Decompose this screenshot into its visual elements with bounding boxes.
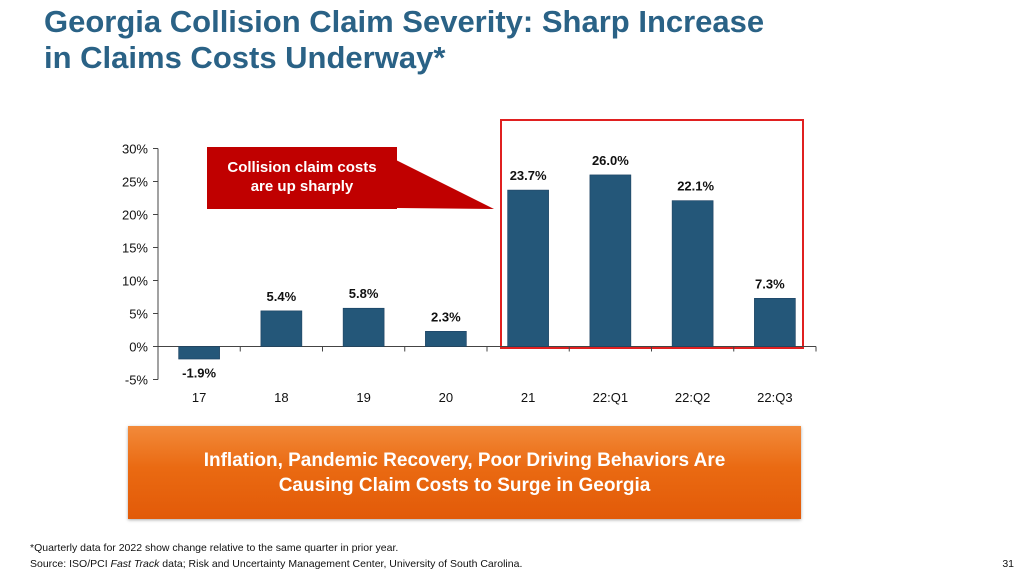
x-tick-label: 18: [274, 390, 288, 405]
callout-line-2: are up sharply: [250, 178, 354, 195]
data-label: 5.4%: [267, 289, 297, 304]
data-label: 2.3%: [431, 309, 461, 324]
x-tick-label: 22:Q1: [593, 390, 628, 405]
bar-17: [178, 346, 220, 360]
x-tick-label: 21: [521, 390, 535, 405]
source-suffix: data; Risk and Uncertainty Management Ce…: [159, 558, 523, 570]
data-label: 22.1%: [677, 179, 714, 194]
y-tick-label: 0%: [129, 340, 148, 355]
bar-19: [342, 307, 385, 347]
y-tick-label: 10%: [122, 274, 148, 289]
bar-chart: -5% 0% 5% 10% 15% 20% 25% 30% -1.9% 17 5.4% 18 5.8% 1…: [122, 119, 817, 405]
source-prefix: Source: ISO/PCI: [30, 558, 111, 570]
source-italic: Fast Track: [110, 558, 160, 570]
y-tick-label: 20%: [122, 208, 148, 223]
title-line-2: in Claims Costs Underway*: [44, 40, 446, 75]
bar-18: [260, 310, 303, 347]
callout-line-1: Collision claim costs: [227, 159, 377, 176]
y-tick-label: -5%: [125, 373, 149, 388]
y-tick-label: 5%: [129, 307, 148, 322]
footnote: *Quarterly data for 2022 show change rel…: [30, 542, 399, 554]
source-note: Source: ISO/PCI Fast Track data; Risk an…: [30, 558, 522, 570]
bar-22:Q2: [671, 200, 714, 347]
bar-22:Q1: [589, 174, 632, 347]
bar-22:Q3: [754, 298, 796, 347]
data-label: 23.7%: [510, 168, 547, 183]
data-label: 5.8%: [349, 286, 379, 301]
callout-box: [207, 147, 397, 209]
bar-20: [425, 331, 467, 347]
x-tick-label: 17: [192, 390, 206, 405]
x-tick-label: 19: [356, 390, 370, 405]
page-number: 31: [1002, 558, 1014, 570]
y-tick-label: 15%: [122, 241, 148, 256]
y-tick-label: 30%: [122, 142, 148, 157]
banner-line-1: Inflation, Pandemic Recovery, Poor Drivi…: [203, 449, 726, 471]
x-tick-label: 22:Q3: [757, 390, 792, 405]
callout-pointer: [396, 160, 494, 209]
data-label: -1.9%: [182, 366, 216, 381]
x-tick-label: 22:Q2: [675, 390, 710, 405]
banner-line-2: Causing Claim Costs to Surge in Georgia: [278, 474, 651, 496]
callout-text: Collision claim costs are up sharply: [207, 158, 397, 196]
conclusion-banner: Inflation, Pandemic Recovery, Poor Drivi…: [128, 426, 801, 519]
y-tick-label: 25%: [122, 175, 148, 190]
x-tick-label: 20: [439, 390, 453, 405]
page-title: Georgia Collision Claim Severity: Sharp …: [44, 4, 844, 76]
bar-21: [507, 189, 549, 347]
data-label: 26.0%: [592, 153, 629, 168]
data-label: 7.3%: [755, 276, 785, 291]
title-line-1: Georgia Collision Claim Severity: Sharp …: [44, 4, 765, 39]
